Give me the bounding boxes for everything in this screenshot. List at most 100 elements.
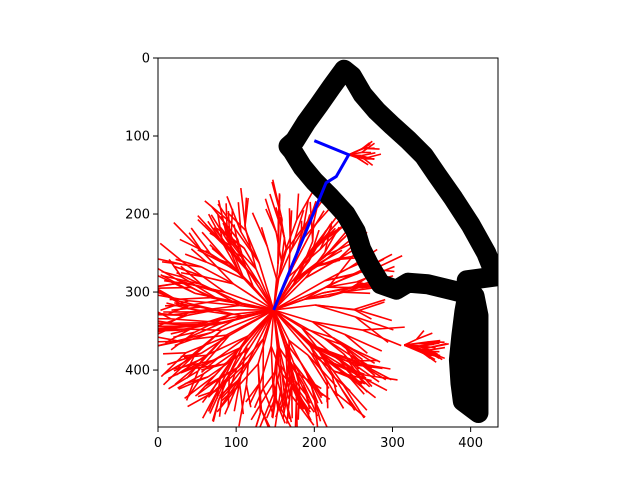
tree-edge: [158, 258, 188, 267]
tree-edge: [344, 333, 368, 354]
tree-edge: [180, 359, 214, 374]
tree-edge: [244, 226, 257, 270]
tree-edge: [289, 393, 315, 426]
tree-edge: [272, 309, 290, 341]
tree-edge: [181, 276, 221, 301]
tree-edge: [324, 226, 340, 253]
tree-edge: [314, 400, 328, 427]
tree-edge: [178, 376, 209, 390]
tree-edge: [177, 279, 216, 293]
tree-edge: [307, 354, 338, 388]
tree-edge: [356, 157, 364, 163]
path-line: [272, 139, 351, 311]
tree-edge: [363, 158, 374, 166]
tree-edge: [416, 332, 433, 341]
tree-edge: [175, 258, 202, 268]
x-tick-label: 300: [380, 436, 405, 451]
tree-edge: [305, 258, 340, 279]
tree-edge: [158, 313, 174, 316]
tree-edge: [237, 202, 242, 232]
tree-edge: [162, 357, 193, 386]
tree-edge: [309, 345, 328, 383]
tree-edge: [302, 206, 332, 240]
tree-edge: [235, 347, 251, 370]
tree-edge: [274, 371, 285, 406]
plot-area: [158, 58, 498, 427]
tree-edge: [229, 245, 247, 268]
tree-edge: [221, 349, 239, 377]
tree-edge: [328, 361, 363, 385]
tree-edge: [403, 344, 427, 356]
y-tick-label: 0: [142, 52, 150, 67]
tree-edge: [305, 251, 326, 279]
tree-edge: [292, 362, 316, 402]
tree-edge: [280, 238, 286, 262]
tree-edge: [225, 203, 229, 239]
tree-edge: [301, 326, 334, 339]
tree-edge: [176, 271, 216, 293]
tree-edge: [250, 382, 275, 421]
tree-edge: [316, 347, 342, 383]
y-tick-label: 300: [125, 286, 150, 301]
tree-edge: [224, 377, 242, 415]
tree-edge: [168, 370, 199, 390]
tree-edge: [419, 342, 440, 348]
tree-edge: [203, 346, 243, 375]
tree-edge: [239, 304, 274, 311]
tree-edge: [278, 347, 291, 394]
tree-edge: [285, 219, 310, 251]
tree-edge: [174, 331, 212, 347]
tree-edge: [163, 351, 186, 355]
tree-edge: [160, 299, 189, 311]
tree-edge: [186, 264, 226, 293]
tree-edge: [253, 388, 264, 409]
tree-edge: [426, 353, 441, 357]
tree-edge: [214, 290, 240, 307]
tree-edge: [179, 323, 219, 343]
tree-edge: [271, 179, 283, 220]
tree-edge: [219, 238, 247, 268]
tree-edge: [259, 389, 276, 427]
tree-edge: [188, 373, 205, 397]
tree-edge: [210, 214, 232, 247]
tree-edge: [225, 368, 238, 400]
x-tick-label: 400: [458, 436, 483, 451]
tree-edge: [201, 384, 222, 419]
tree-edge: [173, 221, 203, 252]
tree-edge: [271, 395, 278, 419]
tree-edge: [332, 390, 345, 409]
tree-edge: [221, 242, 241, 274]
tree-edge: [255, 412, 262, 427]
tree-edge: [238, 345, 248, 383]
tree-edge: [225, 246, 260, 285]
tree-edge: [201, 375, 223, 404]
tree-edge: [273, 309, 313, 323]
tree-edge: [362, 326, 405, 331]
tree-edge: [158, 294, 189, 302]
tree-edge: [158, 340, 180, 347]
tree-edge: [348, 147, 363, 156]
tree-edge: [209, 232, 231, 247]
tree-edge: [270, 346, 275, 395]
tree-edge: [296, 193, 300, 220]
tree-edge: [269, 193, 280, 222]
tree-edge: [361, 152, 376, 157]
tree-edge: [194, 375, 223, 397]
tree-edge: [324, 233, 348, 258]
tree-edge: [265, 395, 277, 419]
tree-edge: [324, 221, 333, 253]
tree-edge: [211, 206, 239, 240]
tree-edge: [238, 382, 245, 415]
tree-edge: [305, 373, 319, 404]
tree-edge: [226, 196, 242, 233]
tree-edge: [285, 348, 288, 377]
tree-edge: [354, 316, 389, 343]
tree-edge: [255, 268, 275, 311]
tree-edge: [211, 399, 220, 422]
tree-edge: [308, 343, 333, 377]
tree-edge: [270, 309, 275, 347]
tree-edge: [276, 249, 288, 282]
tree-edge: [332, 390, 366, 418]
x-tick-label: 200: [302, 436, 327, 451]
tree-edge: [292, 230, 313, 268]
